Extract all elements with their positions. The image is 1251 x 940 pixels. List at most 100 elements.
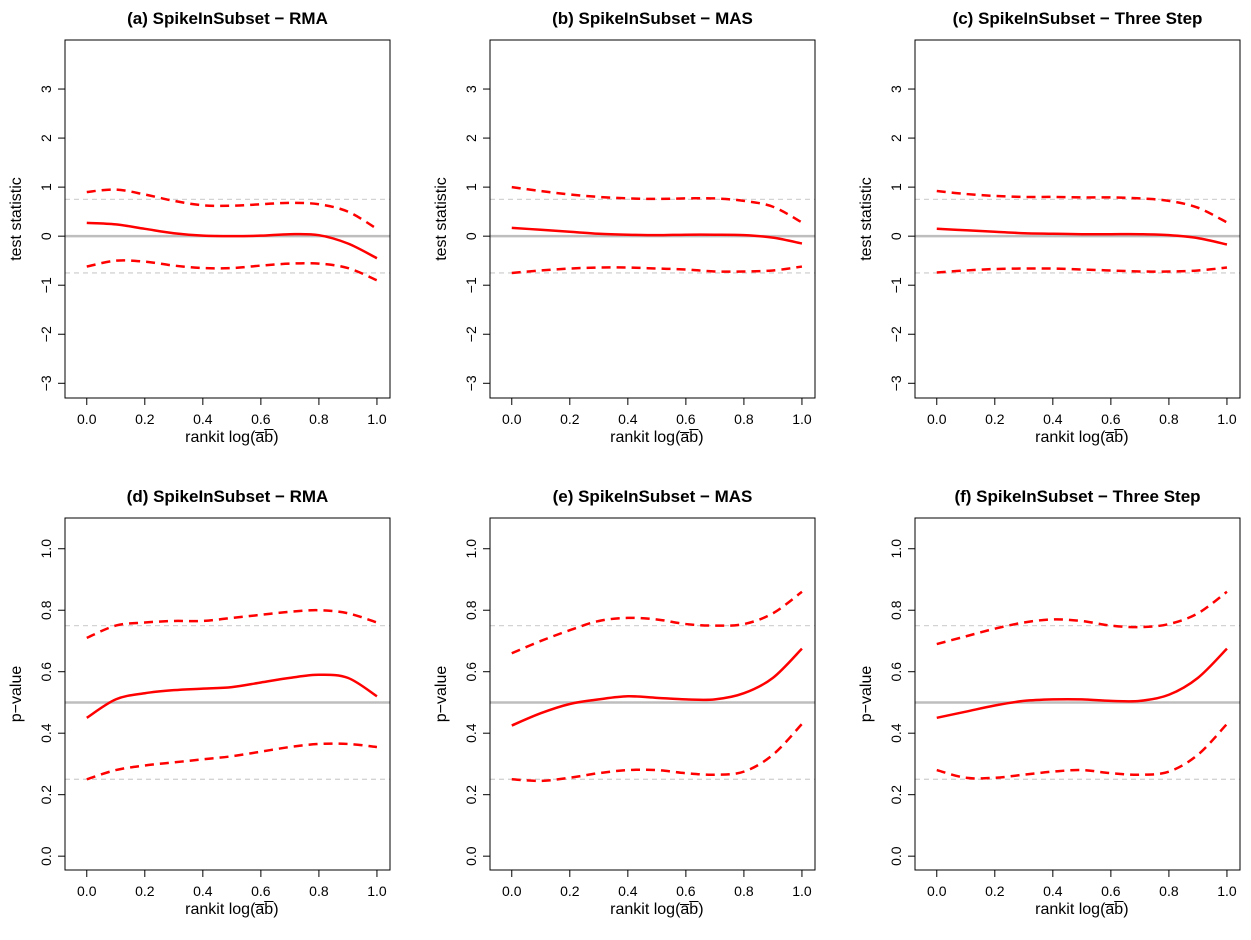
x-tick-label: 0.6 — [676, 883, 696, 899]
y-tick-label: 0.8 — [463, 600, 479, 620]
x-axis-label: rankit log(a̅b̅) — [185, 428, 278, 446]
x-tick-label: 0.8 — [1159, 411, 1179, 427]
x-axis-label: rankit log(a̅b̅) — [1035, 428, 1128, 446]
curve — [936, 227, 1228, 246]
plot-frame — [914, 39, 1241, 399]
curve — [936, 723, 1228, 780]
plot-frame — [914, 517, 1241, 871]
x-axis-label: rankit log(a̅b̅) — [610, 900, 703, 918]
curve — [86, 673, 378, 719]
x-tick-label: 0.0 — [502, 883, 522, 899]
y-tick-label: 0 — [463, 232, 479, 240]
x-tick-label: 0.2 — [560, 883, 580, 899]
y-tick-label: 0.0 — [38, 846, 54, 866]
y-tick-label: 0.6 — [38, 662, 54, 682]
y-tick-label: 3 — [38, 85, 54, 93]
panel-title: (e) SpikeInSubset − MAS — [553, 487, 753, 506]
x-tick-label: 0.0 — [77, 883, 97, 899]
x-tick-label: 0.6 — [1101, 883, 1121, 899]
y-axis-label: test statistic — [858, 177, 875, 261]
panel-title: (b) SpikeInSubset − MAS — [552, 9, 753, 28]
x-tick-label: 0.0 — [927, 411, 947, 427]
y-tick-label: 2 — [888, 134, 904, 142]
panel-title: (a) SpikeInSubset − RMA — [127, 9, 328, 28]
y-tick-label: 0.2 — [888, 785, 904, 805]
x-tick-label: 0.8 — [734, 411, 754, 427]
y-tick-label: −2 — [888, 326, 904, 342]
curve — [86, 608, 378, 640]
y-tick-label: 1 — [38, 183, 54, 191]
curve — [511, 265, 803, 275]
panel-title: (d) SpikeInSubset − RMA — [127, 487, 329, 506]
y-tick-label: −3 — [463, 375, 479, 391]
y-tick-label: 1 — [463, 183, 479, 191]
y-tick-label: 1.0 — [463, 539, 479, 559]
y-axis-label: p−value — [8, 666, 25, 723]
y-tick-label: 0.6 — [463, 662, 479, 682]
x-tick-label: 0.0 — [502, 411, 522, 427]
y-tick-label: 0.4 — [463, 723, 479, 743]
plot-frame — [64, 39, 391, 399]
x-axis-label: rankit log(a̅b̅) — [185, 900, 278, 918]
x-tick-label: 1.0 — [1217, 411, 1237, 427]
panel: (c) SpikeInSubset − Three Step 0.0 0.2 0.4 0… — [858, 9, 1241, 446]
x-tick-label: 0.2 — [560, 411, 580, 427]
panel: (e) SpikeInSubset − MAS 0.0 0.2 0.4 0.6 0.8 1.… — [433, 487, 816, 918]
x-tick-label: 1.0 — [1217, 883, 1237, 899]
y-tick-label: 0.2 — [38, 785, 54, 805]
x-tick-label: 0.6 — [1101, 411, 1121, 427]
y-tick-label: 0 — [888, 232, 904, 240]
x-tick-label: 0.2 — [135, 411, 155, 427]
x-axis-label: rankit log(a̅b̅) — [1035, 900, 1128, 918]
y-tick-label: 0.0 — [463, 846, 479, 866]
y-axis-label: p−value — [858, 666, 875, 723]
y-tick-label: 1.0 — [888, 539, 904, 559]
x-tick-label: 1.0 — [792, 883, 812, 899]
curve — [936, 189, 1228, 224]
x-axis-label: rankit log(a̅b̅) — [610, 428, 703, 446]
y-tick-label: 0.2 — [463, 785, 479, 805]
x-tick-label: 0.4 — [1043, 411, 1063, 427]
curve — [936, 266, 1228, 274]
curve — [511, 226, 803, 245]
y-tick-label: 0.4 — [38, 723, 54, 743]
y-tick-label: 1 — [888, 183, 904, 191]
plot-frame — [64, 517, 391, 871]
x-tick-label: 0.4 — [618, 411, 638, 427]
x-tick-label: 1.0 — [367, 411, 387, 427]
curve — [936, 647, 1228, 720]
x-tick-label: 0.8 — [309, 411, 329, 427]
y-tick-label: −3 — [38, 375, 54, 391]
curve — [86, 188, 378, 230]
curve — [86, 742, 378, 781]
x-tick-label: 0.6 — [676, 411, 696, 427]
curve — [936, 590, 1228, 646]
y-tick-label: 3 — [463, 85, 479, 93]
y-tick-label: −1 — [463, 277, 479, 293]
x-tick-label: 0.6 — [251, 883, 271, 899]
x-tick-label: 0.8 — [309, 883, 329, 899]
curve — [511, 723, 803, 783]
y-tick-label: −3 — [888, 375, 904, 391]
y-tick-label: −1 — [38, 277, 54, 293]
panel: (d) SpikeInSubset − RMA 0.0 0.2 0.4 0.6 0.8 1.… — [8, 487, 391, 918]
y-tick-label: −1 — [888, 277, 904, 293]
x-tick-label: 0.4 — [193, 883, 213, 899]
y-axis-label: test statistic — [8, 177, 25, 261]
x-tick-label: 0.4 — [618, 883, 638, 899]
y-tick-label: 0.8 — [888, 600, 904, 620]
curve — [86, 221, 378, 260]
x-tick-label: 0.4 — [193, 411, 213, 427]
panel: (f) SpikeInSubset − Three Step 0.0 0.2 0.4 0… — [858, 487, 1241, 918]
curve — [511, 590, 803, 655]
x-tick-label: 1.0 — [367, 883, 387, 899]
y-tick-label: 0.6 — [888, 662, 904, 682]
x-tick-label: 0.8 — [734, 883, 754, 899]
y-tick-label: 0.4 — [888, 723, 904, 743]
plot-frame — [489, 517, 816, 871]
plot-frame — [489, 39, 816, 399]
curve — [511, 647, 803, 727]
curve — [86, 259, 378, 282]
x-tick-label: 0.2 — [135, 883, 155, 899]
